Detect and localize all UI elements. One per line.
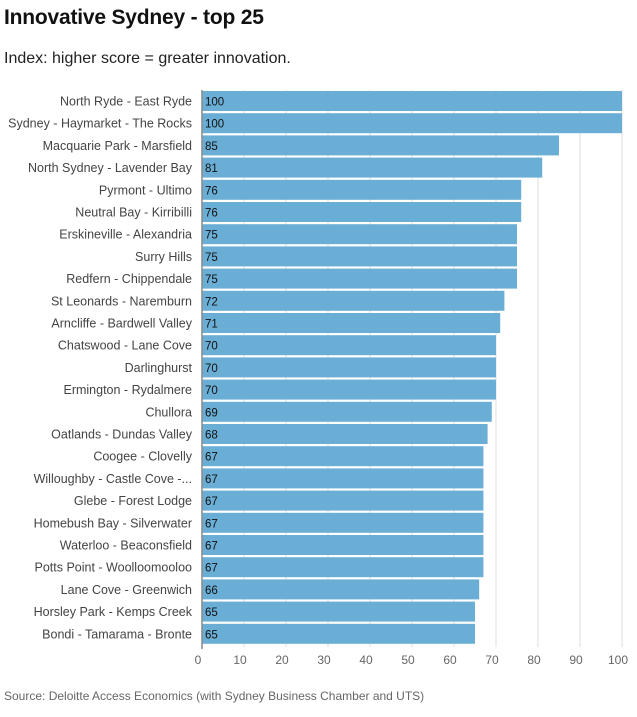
value-label: 67 xyxy=(205,496,218,508)
category-label: Arncliffe - Bardwell Valley xyxy=(51,317,192,331)
bar xyxy=(202,357,496,378)
x-tick-label: 10 xyxy=(233,653,247,667)
x-tick-label: 0 xyxy=(195,653,202,667)
bar xyxy=(202,91,622,111)
category-label: Redfern - Chippendale xyxy=(66,272,192,286)
category-label: Oatlands - Dundas Valley xyxy=(51,428,193,442)
value-label: 75 xyxy=(205,230,218,242)
value-label: 100 xyxy=(205,97,224,109)
bar xyxy=(202,424,488,444)
bar xyxy=(202,579,480,600)
bar xyxy=(202,313,501,333)
bar xyxy=(202,601,475,622)
value-label: 67 xyxy=(205,563,218,575)
value-label: 67 xyxy=(205,518,218,530)
bar xyxy=(202,290,505,311)
x-tick-label: 100 xyxy=(608,653,628,667)
category-label: Willoughby - Castle Cove -... xyxy=(34,472,192,486)
bar xyxy=(202,535,484,555)
category-label: Surry Hills xyxy=(135,250,192,264)
value-label: 100 xyxy=(205,119,224,131)
bar xyxy=(202,512,484,533)
bar xyxy=(202,557,484,578)
x-tick-label: 80 xyxy=(527,653,541,667)
category-label: Erskineville - Alexandria xyxy=(59,228,192,242)
value-label: 70 xyxy=(205,341,218,353)
x-tick-label: 70 xyxy=(485,653,499,667)
value-label: 70 xyxy=(205,363,218,375)
value-label: 67 xyxy=(205,474,218,486)
value-label: 65 xyxy=(205,629,218,641)
category-label: Ermington - Rydalmere xyxy=(63,383,192,397)
value-label: 81 xyxy=(205,163,218,175)
category-label: St Leonards - Naremburn xyxy=(51,294,192,308)
category-label: Homebush Bay - Silverwater xyxy=(34,516,192,530)
category-labels: North Ryde - East Ryde Sydney - Haymarket… xyxy=(8,95,193,642)
bar xyxy=(202,202,522,222)
category-label: Chatswood - Lane Cove xyxy=(58,339,192,353)
value-label: 75 xyxy=(205,252,218,264)
category-label: Potts Point - Woolloomooloo xyxy=(35,561,193,575)
chart-subtitle: Index: higher score = greater innovation… xyxy=(4,50,291,67)
x-tick-label: 30 xyxy=(317,653,331,667)
x-tick-label: 20 xyxy=(275,653,289,667)
value-labels: 100 100 85 81 76 76 75 75 75 72 71 70 70 70 69 68 67 67 67… xyxy=(205,97,224,642)
x-tick-label: 50 xyxy=(401,653,415,667)
bar xyxy=(202,335,496,356)
chart-title: Innovative Sydney - top 25 xyxy=(4,6,264,29)
value-label: 67 xyxy=(205,541,218,553)
source-note: Source: Deloitte Access Economics (with … xyxy=(4,689,425,703)
bar xyxy=(202,401,492,422)
category-label: Neutral Bay - Kirribilli xyxy=(75,206,192,220)
value-label: 66 xyxy=(205,585,218,597)
category-label: Lane Cove - Greenwich xyxy=(61,583,192,597)
category-label: Darlinghurst xyxy=(125,361,193,375)
value-label: 67 xyxy=(205,452,218,464)
value-label: 68 xyxy=(205,430,218,442)
value-label: 69 xyxy=(205,407,218,419)
category-label: Coogee - Clovelly xyxy=(93,450,192,464)
value-label: 85 xyxy=(205,141,218,153)
category-label: Glebe - Forest Lodge xyxy=(74,494,192,508)
value-label: 70 xyxy=(205,385,218,397)
category-label: Chullora xyxy=(145,405,192,419)
bar xyxy=(202,113,622,134)
bar xyxy=(202,623,475,644)
bar xyxy=(202,179,522,200)
bars xyxy=(202,91,622,644)
category-label: Sydney - Haymarket - The Rocks xyxy=(8,117,192,131)
category-label: North Ryde - East Ryde xyxy=(60,95,192,109)
x-axis-ticks: 0 10 20 30 40 50 60 70 80 90 100 xyxy=(195,653,629,667)
bar xyxy=(202,446,484,467)
category-label: Pyrmont - Ultimo xyxy=(99,183,192,197)
category-label: Macquarie Park - Marsfield xyxy=(43,139,192,153)
value-label: 76 xyxy=(205,208,218,220)
bar xyxy=(202,246,517,267)
bar xyxy=(202,490,484,511)
category-label: Waterloo - Beaconsfield xyxy=(60,539,192,553)
value-label: 72 xyxy=(205,296,218,308)
x-tick-label: 40 xyxy=(359,653,373,667)
value-label: 76 xyxy=(205,185,218,197)
category-label: North Sydney - Lavender Bay xyxy=(28,161,193,175)
bar xyxy=(202,135,559,156)
x-tick-label: 90 xyxy=(569,653,583,667)
value-label: 75 xyxy=(205,274,218,286)
value-label: 65 xyxy=(205,607,218,619)
bar xyxy=(202,224,517,245)
x-tick-label: 60 xyxy=(443,653,457,667)
bar xyxy=(202,379,496,400)
category-label: Bondi - Tamarama - Bronte xyxy=(42,627,192,641)
bar xyxy=(202,268,517,289)
bar xyxy=(202,157,543,178)
category-label: Horsley Park - Kemps Creek xyxy=(34,605,193,619)
bar xyxy=(202,468,484,489)
value-label: 71 xyxy=(205,319,218,331)
